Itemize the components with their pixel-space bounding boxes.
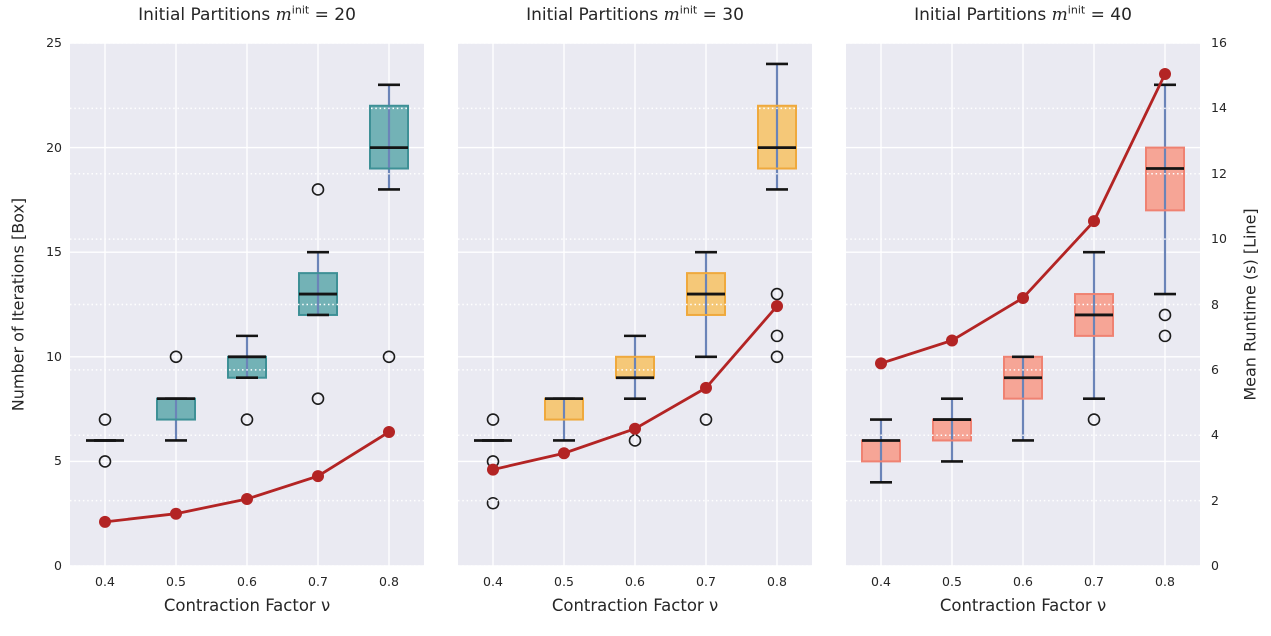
title-text: Initial Partitions bbox=[914, 5, 1052, 25]
title-variable: m bbox=[663, 5, 680, 25]
subplot-title: Initial Partitions minit = 20 bbox=[70, 3, 424, 25]
x-tick-label: 0.4 bbox=[871, 574, 891, 589]
left-y-axis-label: Number of Iterations [Box] bbox=[8, 197, 28, 412]
left-y-tick-label: 5 bbox=[54, 453, 62, 469]
right-y-tick-label: 8 bbox=[1211, 296, 1219, 312]
left-y-tick-label: 20 bbox=[46, 139, 62, 155]
subplot-title: Initial Partitions minit = 30 bbox=[458, 3, 812, 25]
subplot-m-init-30: Initial Partitions minit = 30 Contractio… bbox=[458, 4, 812, 615]
x-axis-label: Contraction Factor ν bbox=[163, 596, 331, 615]
x-tick-label: 0.8 bbox=[379, 574, 399, 589]
x-tick-label: 0.8 bbox=[1155, 574, 1175, 589]
title-value: = 40 bbox=[1085, 5, 1132, 25]
x-tick-label: 0.6 bbox=[625, 574, 645, 589]
x-tick-label: 0.4 bbox=[95, 574, 115, 589]
x-tick-label: 0.4 bbox=[483, 574, 503, 589]
subplot-title: Initial Partitions minit = 40 bbox=[846, 3, 1200, 25]
title-superscript: init bbox=[1067, 3, 1086, 17]
right-y-tick-label: 14 bbox=[1211, 100, 1227, 116]
left-y-tick-label: 10 bbox=[46, 348, 62, 364]
title-value: = 30 bbox=[697, 5, 744, 25]
x-tick-label: 0.7 bbox=[696, 574, 716, 589]
title-superscript: init bbox=[291, 3, 310, 17]
x-tick-label: 0.6 bbox=[1013, 574, 1033, 589]
subplot-m-init-40: Initial Partitions minit = 40 Contractio… bbox=[846, 4, 1200, 615]
title-value: = 20 bbox=[309, 5, 356, 25]
plot-area-m-init-20 bbox=[70, 43, 424, 566]
left-y-tick-label: 0 bbox=[54, 558, 62, 573]
title-variable: m bbox=[1051, 5, 1068, 25]
right-y-tick-label: 0 bbox=[1211, 558, 1219, 573]
right-y-tick-label: 16 bbox=[1211, 35, 1227, 50]
x-axis-label: Contraction Factor ν bbox=[551, 596, 719, 615]
plot-area-m-init-40 bbox=[846, 43, 1200, 566]
x-tick-label: 0.7 bbox=[308, 574, 328, 589]
left-y-tick-label: 15 bbox=[46, 244, 62, 260]
x-tick-label: 0.5 bbox=[166, 574, 186, 589]
title-superscript: init bbox=[679, 3, 698, 17]
x-tick-label: 0.7 bbox=[1084, 574, 1104, 589]
title-variable: m bbox=[275, 5, 292, 25]
plot-area-m-init-30 bbox=[458, 43, 812, 566]
x-tick-label: 0.5 bbox=[554, 574, 574, 589]
title-text: Initial Partitions bbox=[138, 5, 276, 25]
x-tick-label: 0.8 bbox=[767, 574, 787, 589]
right-y-tick-label: 6 bbox=[1211, 361, 1219, 377]
right-y-tick-label: 4 bbox=[1211, 427, 1219, 443]
x-tick-label: 0.6 bbox=[237, 574, 257, 589]
right-y-tick-label: 12 bbox=[1211, 165, 1227, 181]
subplot-m-init-20: Initial Partitions minit = 20 Contractio… bbox=[70, 4, 424, 615]
x-tick-label: 0.5 bbox=[942, 574, 962, 589]
x-axis-label: Contraction Factor ν bbox=[939, 596, 1107, 615]
left-y-tick-label: 25 bbox=[46, 35, 62, 50]
title-text: Initial Partitions bbox=[526, 5, 664, 25]
right-y-tick-label: 10 bbox=[1211, 231, 1227, 247]
right-y-tick-label: 2 bbox=[1211, 492, 1219, 508]
